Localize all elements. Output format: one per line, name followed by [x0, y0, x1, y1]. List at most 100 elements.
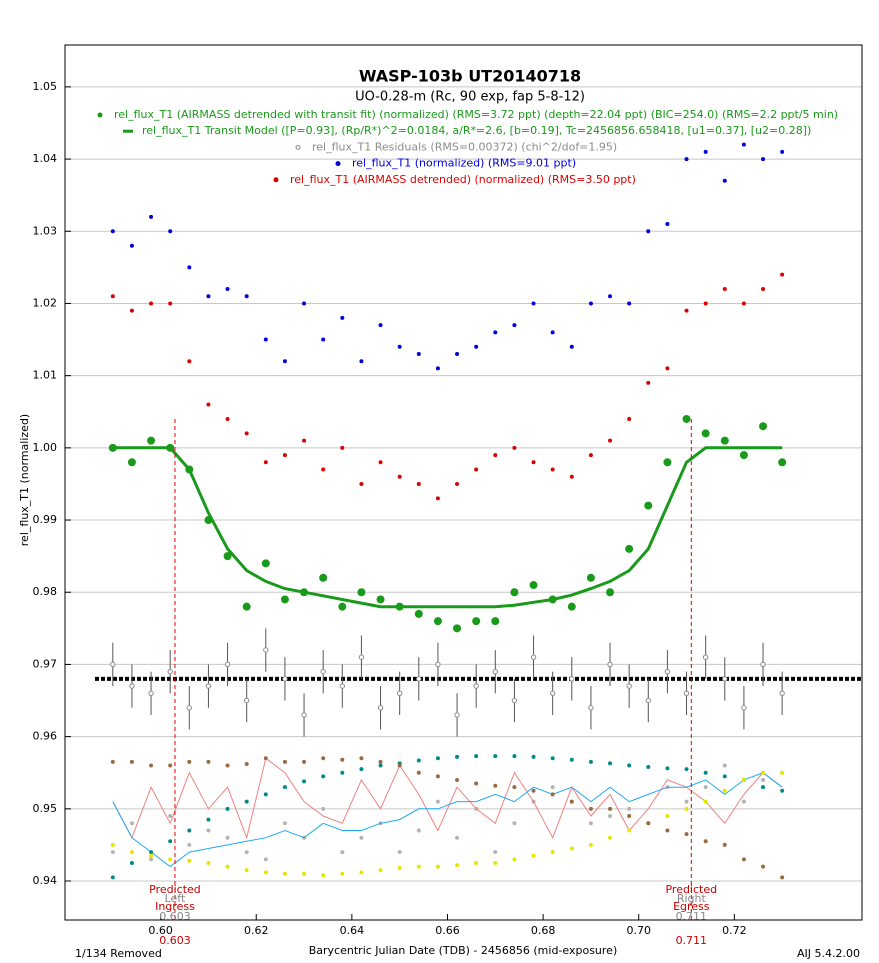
data-point	[569, 474, 574, 479]
data-point	[359, 767, 364, 772]
data-point	[416, 828, 421, 833]
residual-point	[626, 683, 632, 689]
plot-area	[95, 142, 862, 880]
annotation-value: 0.603	[159, 934, 191, 947]
data-point	[129, 850, 134, 855]
data-point	[778, 458, 787, 467]
data-point	[701, 429, 710, 438]
data-point	[244, 850, 249, 855]
data-point	[110, 850, 115, 855]
data-point	[187, 842, 192, 847]
data-point	[682, 414, 691, 423]
data-point	[627, 828, 632, 833]
data-point	[340, 757, 345, 762]
data-point	[435, 864, 440, 869]
residual-point	[243, 697, 250, 704]
data-point	[416, 864, 421, 869]
data-point	[684, 767, 689, 772]
data-point	[474, 754, 479, 759]
data-point	[397, 474, 402, 479]
data-point	[606, 588, 615, 597]
annotation-bottom: Egress	[673, 900, 710, 913]
data-point	[206, 828, 211, 833]
data-point	[586, 573, 595, 582]
data-point	[512, 445, 517, 450]
data-point	[359, 756, 364, 761]
data-point	[416, 758, 421, 763]
data-point	[741, 142, 746, 147]
data-point	[665, 766, 670, 771]
data-point	[282, 785, 287, 790]
x-tick-label: 0.70	[626, 924, 651, 937]
data-point	[168, 301, 173, 306]
y-tick-label: 0.94	[33, 874, 58, 887]
y-tick-label: 1.04	[33, 152, 58, 165]
data-point	[435, 366, 440, 371]
annotation-top: Predicted	[149, 883, 201, 896]
data-point	[588, 453, 593, 458]
data-point	[684, 806, 689, 811]
data-point	[149, 857, 154, 862]
residual-point	[435, 661, 441, 668]
data-point	[588, 821, 593, 826]
data-point	[684, 799, 689, 804]
residual-point	[129, 683, 135, 689]
data-point	[242, 602, 251, 611]
data-point	[435, 799, 440, 804]
residual-point	[454, 712, 460, 718]
data-point	[703, 301, 708, 306]
data-point	[263, 460, 268, 465]
annotation-top: Predicted	[665, 883, 717, 896]
x-axis-label: Barycentric Julian Date (TDB) - 2456856 …	[309, 944, 618, 957]
data-point	[378, 763, 383, 768]
data-point	[302, 779, 307, 784]
data-point	[512, 857, 517, 862]
data-point	[261, 559, 270, 568]
legend-marker	[97, 112, 103, 118]
y-tick-label: 0.99	[33, 513, 58, 526]
data-point	[703, 839, 708, 844]
data-point	[550, 467, 555, 472]
data-point	[282, 453, 287, 458]
data-point	[110, 229, 115, 234]
data-point	[474, 860, 479, 865]
data-point	[644, 501, 653, 510]
data-point	[588, 759, 593, 764]
data-point	[263, 337, 268, 342]
data-point	[569, 799, 574, 804]
data-point	[129, 821, 134, 826]
data-point	[665, 828, 670, 833]
data-point	[416, 481, 421, 486]
data-point	[168, 763, 173, 768]
data-point	[397, 850, 402, 855]
data-point	[625, 544, 634, 553]
data-point	[627, 806, 632, 811]
y-tick-label: 1.03	[33, 224, 58, 237]
data-point	[531, 754, 536, 759]
residual-point	[167, 668, 173, 675]
data-point	[147, 436, 156, 445]
data-point	[780, 875, 785, 880]
data-point	[761, 785, 766, 790]
data-point	[321, 774, 326, 779]
data-point	[225, 864, 230, 869]
legend-entry: rel_flux_T1 (AIRMASS detrended with tran…	[114, 108, 838, 121]
data-point	[550, 330, 555, 335]
annotation-bottom: Ingress	[155, 900, 195, 913]
data-point	[493, 783, 498, 788]
data-point	[608, 814, 613, 819]
data-point	[340, 445, 345, 450]
data-point	[263, 792, 268, 797]
data-point	[493, 754, 498, 759]
data-point	[722, 842, 727, 847]
residual-point	[282, 676, 288, 682]
data-point	[493, 860, 498, 865]
data-point	[474, 344, 479, 349]
data-point	[780, 272, 785, 277]
data-point	[741, 857, 746, 862]
data-point	[302, 759, 307, 764]
x-tick-label: 0.66	[435, 924, 460, 937]
data-point	[684, 308, 689, 313]
data-point	[569, 846, 574, 851]
data-point	[282, 871, 287, 876]
